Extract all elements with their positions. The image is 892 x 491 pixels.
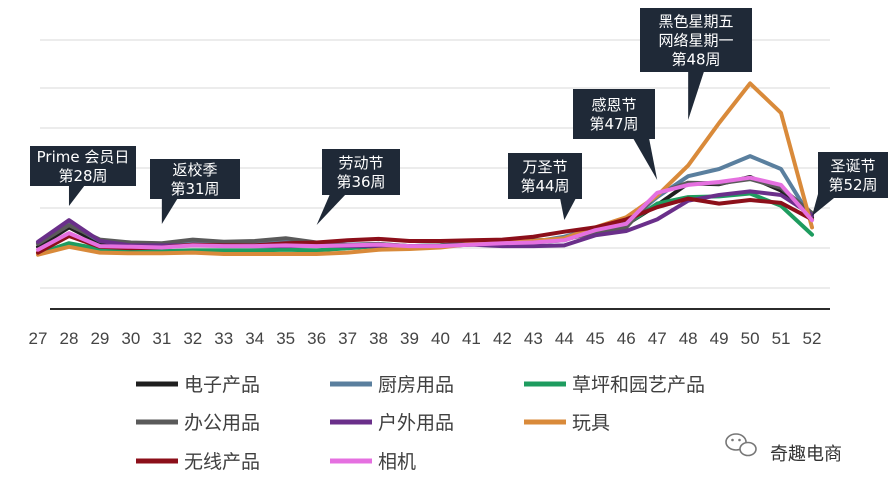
legend-item: 电子产品	[136, 374, 260, 396]
callout-box	[30, 146, 136, 186]
callout-text: 网络星期一	[658, 32, 733, 50]
legend-item: 厨房用品	[330, 374, 454, 396]
x-tick-label: 34	[245, 329, 264, 348]
x-tick-label: 38	[369, 329, 388, 348]
x-tick-label: 35	[276, 329, 295, 348]
callout-pointer	[812, 194, 834, 216]
x-tick-label: 50	[741, 329, 760, 348]
series-line	[36, 175, 814, 252]
legend-label: 办公用品	[184, 412, 260, 434]
callout-pointer	[688, 71, 705, 120]
callout-pointer	[161, 198, 178, 224]
callout-text: 圣诞节	[830, 157, 875, 175]
wechat-icon	[725, 433, 757, 457]
callout-text: 第47周	[589, 115, 638, 133]
x-tick-label: 51	[772, 329, 791, 348]
callout-box	[322, 149, 400, 195]
watermark: 奇趣电商	[725, 433, 842, 465]
x-tick-labels: 27 28 29 30 31 32 33 34 35 36 37 38 39 40 41 42 43 44 45 46…	[29, 329, 822, 348]
legend-item: 玩具	[524, 412, 610, 434]
callout-pointer	[560, 198, 576, 220]
legend-label: 无线产品	[184, 451, 260, 473]
callout-text: 返校季	[172, 161, 217, 179]
x-tick-label: 44	[555, 329, 574, 348]
x-tick-label: 48	[679, 329, 698, 348]
callout-box	[573, 89, 655, 139]
x-tick-label: 46	[617, 329, 636, 348]
callout-box	[640, 8, 752, 72]
callout-text: 第48周	[671, 51, 720, 69]
callout-pointer	[633, 138, 658, 180]
callout-pointer	[316, 194, 346, 225]
callout-box	[508, 153, 582, 199]
legend-label: 草坪和园艺产品	[572, 374, 705, 396]
legend-label: 相机	[378, 451, 416, 473]
legend-item: 户外用品	[330, 412, 454, 434]
x-tick-label: 27	[29, 329, 48, 348]
callout-text: 第52周	[828, 176, 877, 194]
x-tick-label: 33	[214, 329, 233, 348]
x-tick-label: 28	[59, 329, 78, 348]
x-tick-label: 30	[121, 329, 140, 348]
callout-text: 劳动节	[338, 154, 383, 172]
x-tick-label: 31	[152, 329, 171, 348]
callout-box	[150, 159, 240, 199]
callout-text: 第31周	[170, 180, 219, 198]
legend-label: 户外用品	[378, 412, 454, 434]
watermark-text: 奇趣电商	[770, 444, 842, 465]
callout-pointer	[68, 185, 85, 206]
callout-text: 第28周	[58, 167, 107, 185]
callout-text: 黑色星期五	[658, 13, 733, 31]
callout-text: 第36周	[336, 173, 385, 191]
x-tick-label: 45	[586, 329, 605, 348]
x-tick-label: 43	[524, 329, 543, 348]
callout-text: 感恩节	[591, 96, 636, 114]
x-tick-label: 47	[648, 329, 667, 348]
legend-item: 无线产品	[136, 451, 260, 473]
x-tick-label: 37	[338, 329, 357, 348]
x-tick-label: 32	[183, 329, 202, 348]
x-tick-label: 39	[400, 329, 419, 348]
series-line	[36, 81, 814, 257]
x-tick-label: 52	[803, 329, 822, 348]
legend-label: 电子产品	[184, 374, 260, 396]
callout-text: 第44周	[520, 177, 569, 195]
x-tick-label: 41	[462, 329, 481, 348]
x-tick-label: 40	[431, 329, 450, 348]
legend-label: 厨房用品	[378, 374, 454, 396]
series-lines	[36, 81, 814, 257]
callout-box	[818, 152, 888, 198]
legend-item: 相机	[330, 451, 416, 473]
legend-item: 办公用品	[136, 412, 260, 434]
x-tick-label: 29	[90, 329, 109, 348]
x-tick-label: 36	[307, 329, 326, 348]
callout-text: 万圣节	[522, 158, 567, 176]
legend-item: 草坪和园艺产品	[524, 374, 705, 396]
x-tick-label: 49	[710, 329, 729, 348]
legend-label: 玩具	[572, 412, 610, 434]
x-tick-label: 42	[493, 329, 512, 348]
callout-text: Prime 会员日	[37, 148, 130, 166]
